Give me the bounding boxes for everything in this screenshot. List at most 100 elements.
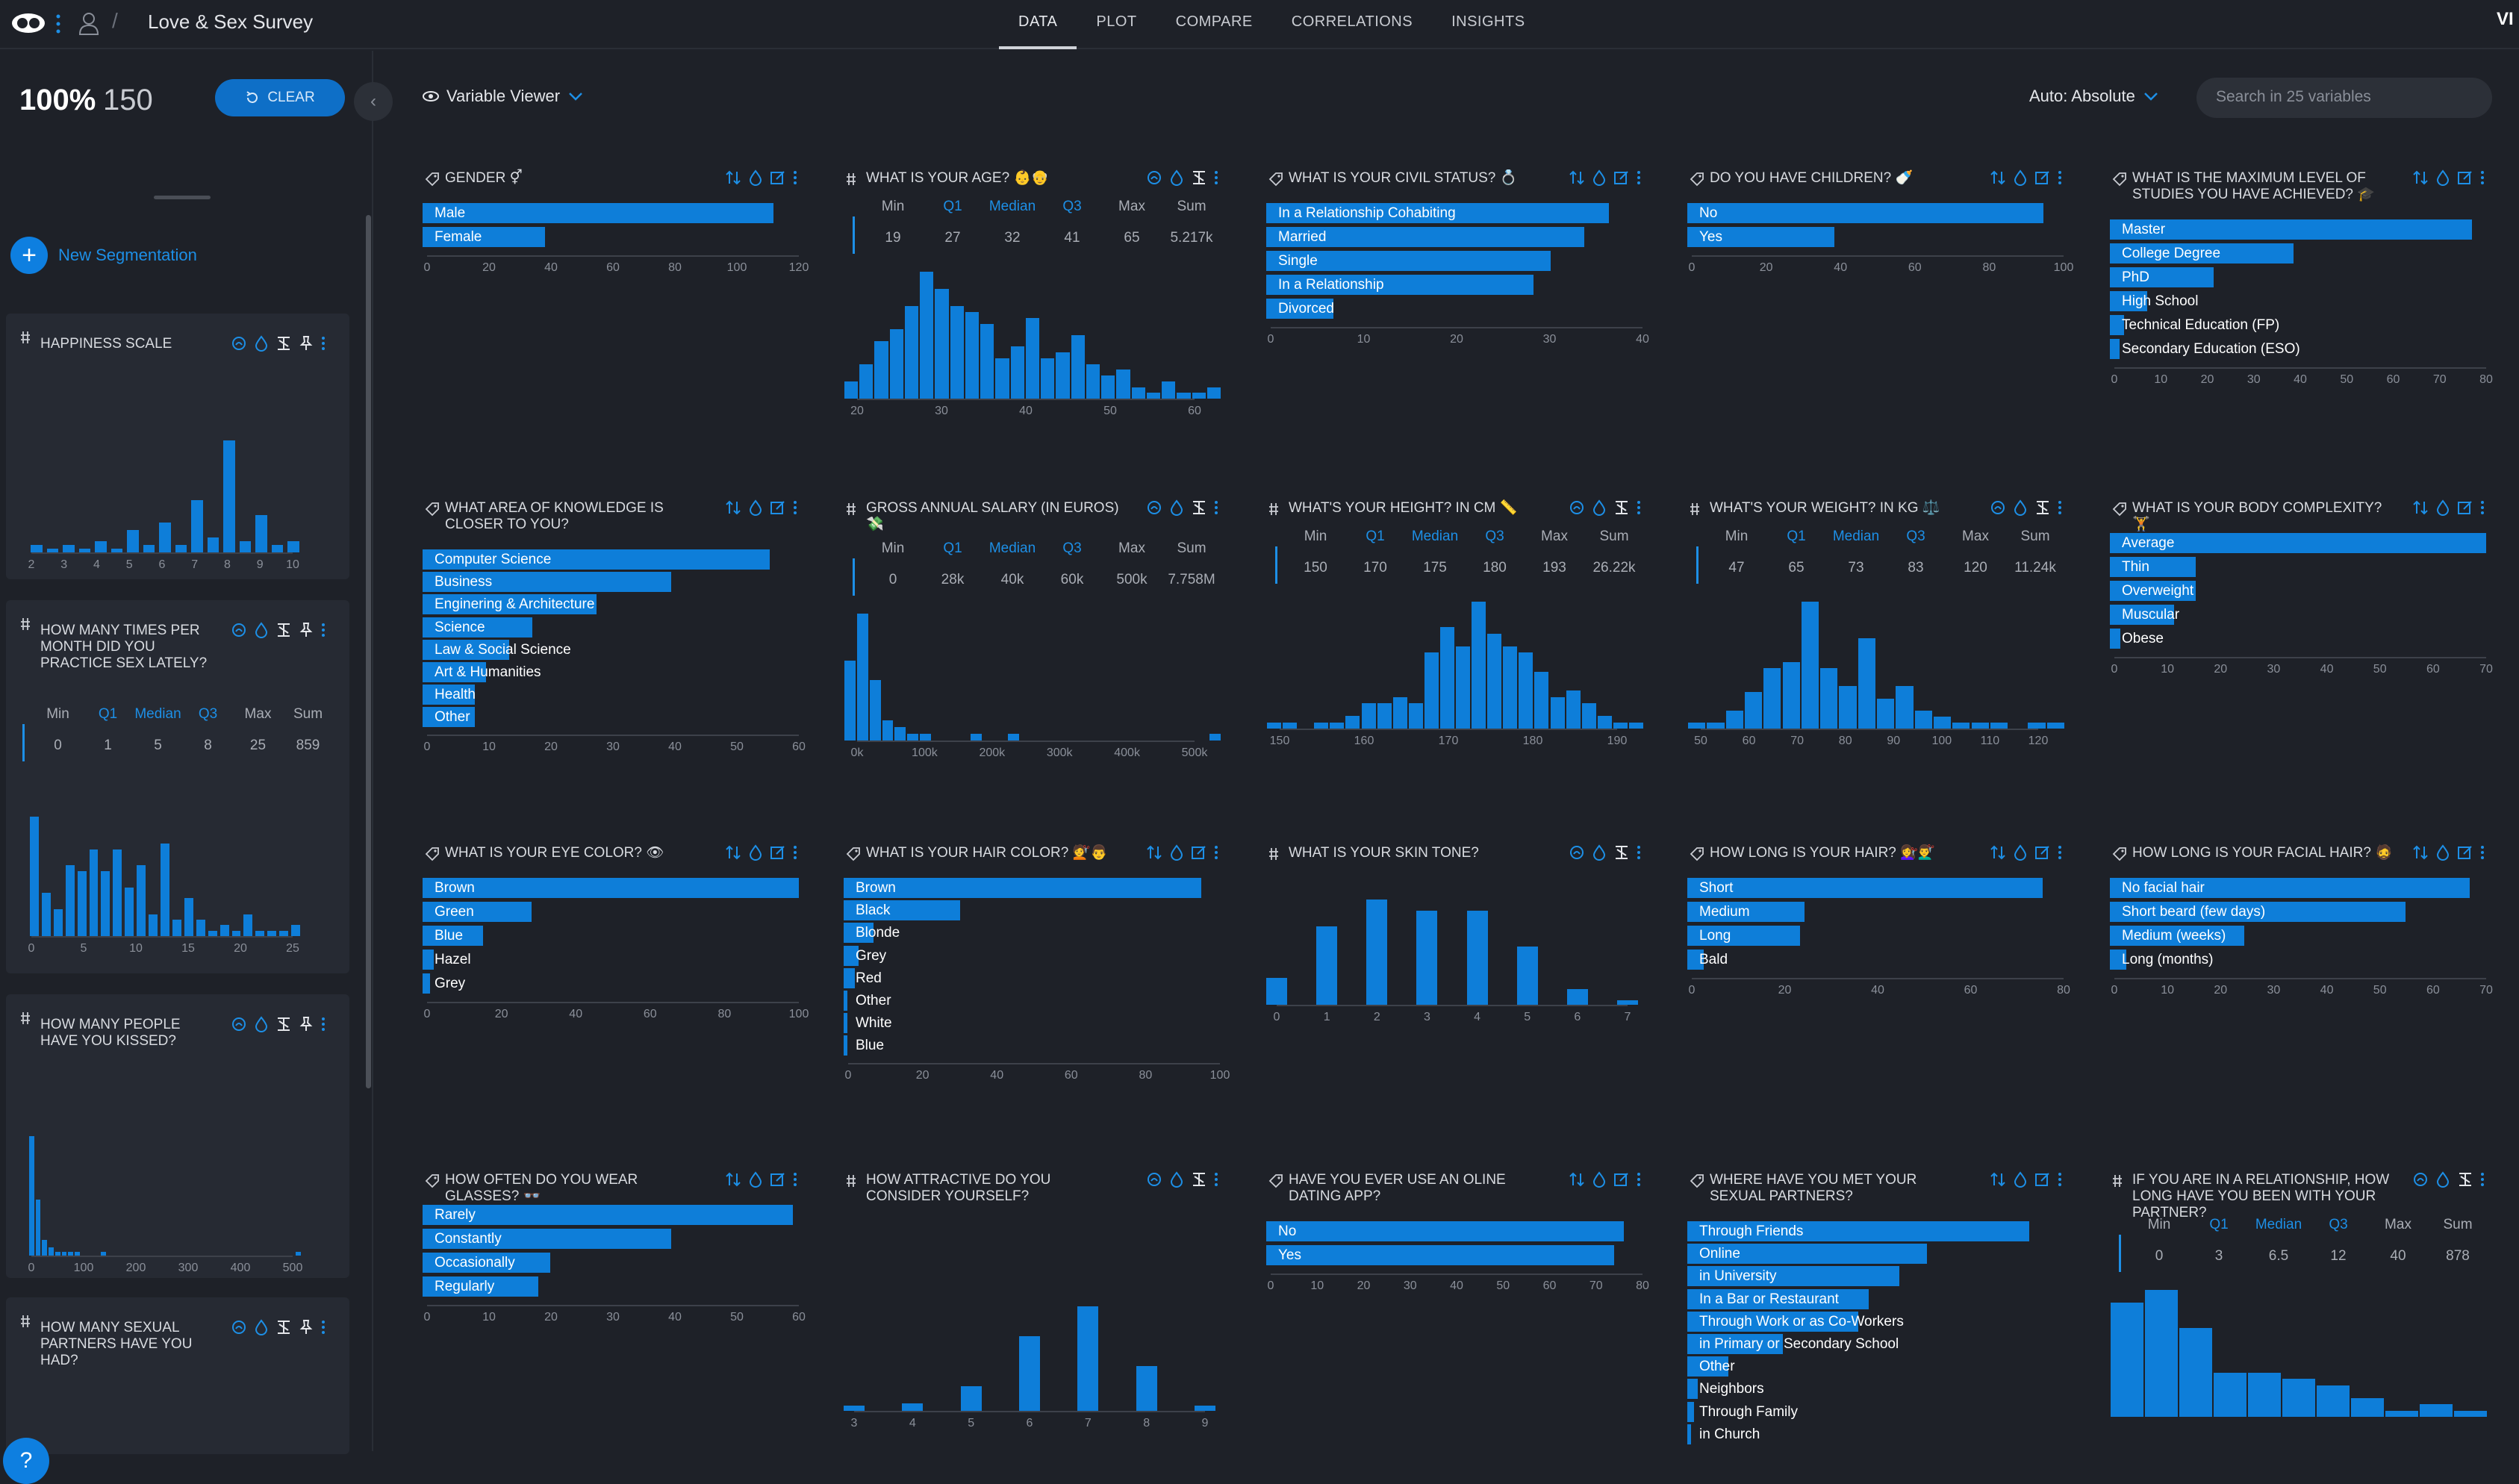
variable-card[interactable]: WHAT IS YOUR BODY COMPLEXITY? 🏋 Average Th…: [2110, 491, 2498, 805]
category-bar[interactable]: [2110, 291, 2148, 311]
sort-icon[interactable]: [1568, 1170, 1586, 1188]
column-bar[interactable]: [844, 1406, 865, 1411]
filter-icon[interactable]: [1190, 499, 1208, 517]
sort-icon[interactable]: [724, 499, 742, 517]
sidebar-card-partners[interactable]: HOW MANY SEXUAL PARTNERS HAVE YOU HAD?: [6, 1297, 349, 1454]
category-bar[interactable]: [1687, 926, 1801, 946]
more-icon[interactable]: [1635, 844, 1643, 861]
category-bar[interactable]: [1266, 251, 1551, 271]
pin-icon[interactable]: [297, 1318, 315, 1336]
column-bar[interactable]: [1366, 900, 1388, 1005]
color-drop-icon[interactable]: [2011, 1170, 2029, 1188]
pin-icon[interactable]: [297, 1015, 315, 1033]
color-drop-icon[interactable]: [1168, 499, 1186, 517]
column-bar[interactable]: [1617, 1000, 1638, 1005]
color-drop-icon[interactable]: [252, 621, 270, 639]
variable-card[interactable]: IF YOU ARE IN A RELATIONSHIP, HOW LONG H…: [2110, 1163, 2498, 1477]
more-icon[interactable]: [1635, 169, 1643, 187]
category-bar[interactable]: [1687, 950, 1704, 970]
category-bar[interactable]: [2110, 926, 2244, 946]
variable-card[interactable]: GENDER ⚥ Male Female 0 20 40 60 80 100 120: [423, 161, 811, 475]
color-drop-icon[interactable]: [1168, 1170, 1186, 1188]
more-icon[interactable]: [2479, 499, 2486, 517]
category-bar[interactable]: [1687, 1311, 1859, 1332]
sort-icon[interactable]: [1568, 169, 1586, 187]
category-bar[interactable]: [844, 967, 856, 988]
more-icon[interactable]: [791, 844, 799, 861]
variable-card[interactable]: HOW LONG IS YOUR FACIAL HAIR? 🧔 No facial…: [2110, 836, 2498, 1150]
category-bar[interactable]: [1687, 227, 1835, 247]
variable-card[interactable]: WHERE HAVE YOU MET YOUR SEXUAL PARTNERS?…: [1687, 1163, 2076, 1477]
variable-card[interactable]: WHAT'S YOUR WEIGHT? IN KG ⚖️ Min 47 Q1 65 Med…: [1687, 491, 2076, 805]
more-icon[interactable]: [1212, 844, 1220, 861]
more-icon[interactable]: [2479, 1170, 2486, 1188]
color-drop-icon[interactable]: [252, 1015, 270, 1033]
more-icon[interactable]: [2479, 169, 2486, 187]
column-bar[interactable]: [1266, 978, 1287, 1005]
color-drop-icon[interactable]: [252, 1318, 270, 1336]
color-drop-icon[interactable]: [252, 334, 270, 352]
category-bar[interactable]: [423, 973, 431, 994]
edit-icon[interactable]: [1613, 169, 1631, 187]
category-bar[interactable]: [1687, 1424, 1691, 1444]
column-bar[interactable]: [1136, 1366, 1157, 1411]
category-bar[interactable]: [423, 594, 597, 615]
category-bar[interactable]: [2110, 557, 2196, 577]
more-icon[interactable]: [791, 169, 799, 187]
column-bar[interactable]: [1316, 926, 1338, 1005]
variable-viewer-dropdown[interactable]: Variable Viewer: [423, 87, 584, 106]
edit-icon[interactable]: [1190, 844, 1208, 861]
color-drop-icon[interactable]: [2011, 499, 2029, 517]
column-bar[interactable]: [1416, 911, 1438, 1005]
column-bar[interactable]: [1195, 1406, 1215, 1411]
gauge-icon[interactable]: [1568, 499, 1586, 517]
user-lock-icon[interactable]: [78, 10, 100, 36]
sidebar-scrollbar[interactable]: [366, 215, 371, 1088]
category-bar[interactable]: [1266, 275, 1534, 295]
filter-icon[interactable]: [2034, 499, 2052, 517]
more-icon[interactable]: [1635, 499, 1643, 517]
filter-icon[interactable]: [275, 1318, 293, 1336]
filter-icon[interactable]: [275, 1015, 293, 1033]
category-bar[interactable]: [2110, 533, 2486, 553]
category-bar[interactable]: [423, 1205, 794, 1225]
category-bar[interactable]: [1687, 878, 2043, 898]
sort-icon[interactable]: [1989, 844, 2007, 861]
more-icon[interactable]: [791, 499, 799, 517]
category-bar[interactable]: [423, 227, 545, 247]
variable-card[interactable]: HAVE YOU EVER USE AN OLINE DATING APP? No…: [1266, 1163, 1654, 1477]
edit-icon[interactable]: [2034, 1170, 2052, 1188]
color-drop-icon[interactable]: [1168, 169, 1186, 187]
edit-icon[interactable]: [769, 499, 787, 517]
category-bar[interactable]: [2110, 243, 2294, 264]
category-bar[interactable]: [423, 1253, 550, 1273]
gauge-icon[interactable]: [1145, 499, 1163, 517]
category-bar[interactable]: [1687, 1356, 1728, 1377]
category-bar[interactable]: [423, 685, 475, 705]
category-bar[interactable]: [423, 639, 510, 660]
category-bar[interactable]: [2110, 315, 2124, 335]
sort-icon[interactable]: [1145, 844, 1163, 861]
category-bar[interactable]: [423, 1229, 672, 1249]
sort-icon[interactable]: [724, 844, 742, 861]
variable-card[interactable]: HOW LONG IS YOUR HAIR? 💇‍♀️💇‍♂️ Short Medi…: [1687, 836, 2076, 1150]
gauge-icon[interactable]: [1989, 499, 2007, 517]
category-bar[interactable]: [1266, 227, 1584, 247]
color-drop-icon[interactable]: [747, 1170, 765, 1188]
more-icon[interactable]: [1212, 1170, 1220, 1188]
category-bar[interactable]: [2110, 605, 2175, 625]
category-bar[interactable]: [423, 572, 672, 593]
filter-icon[interactable]: [1613, 844, 1631, 861]
category-bar[interactable]: [2110, 219, 2473, 240]
category-bar[interactable]: [2110, 902, 2406, 922]
drag-handle[interactable]: [154, 196, 211, 199]
more-icon[interactable]: [2056, 1170, 2064, 1188]
category-bar[interactable]: [844, 1035, 848, 1056]
category-bar[interactable]: [1266, 299, 1333, 319]
gauge-icon[interactable]: [230, 1015, 248, 1033]
sidebar-card-sex-frequency[interactable]: HOW MANY TIMES PER MONTH DID YOU PRACTIC…: [6, 600, 349, 973]
column-bar[interactable]: [1019, 1336, 1040, 1411]
variable-card[interactable]: WHAT IS YOUR HAIR COLOR? 💇👨 Brown Black Blo…: [844, 836, 1232, 1150]
more-icon[interactable]: [2056, 169, 2064, 187]
tab-correlations[interactable]: CORRELATIONS: [1291, 13, 1413, 30]
